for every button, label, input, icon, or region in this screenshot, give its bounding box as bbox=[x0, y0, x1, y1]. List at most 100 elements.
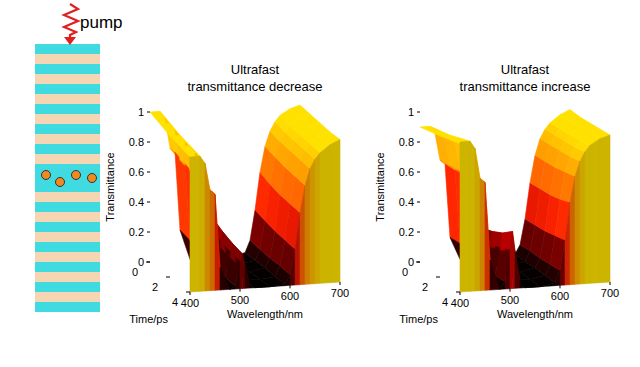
title-line: transmittance increase bbox=[460, 79, 591, 94]
t-tick-label: 4 bbox=[442, 296, 448, 308]
surface-front bbox=[500, 282, 505, 290]
y-tick-label: 1 bbox=[138, 106, 144, 118]
surface-front bbox=[190, 156, 200, 292]
y-tick-label: 0.4 bbox=[399, 196, 414, 208]
t-tick-label: 4 bbox=[172, 296, 178, 308]
t-tick bbox=[166, 277, 170, 278]
quantum-dot bbox=[88, 174, 97, 183]
y-tick bbox=[417, 202, 420, 203]
y-tick-label: 0.4 bbox=[129, 196, 144, 208]
surface-front bbox=[330, 140, 340, 283]
layer-high bbox=[35, 84, 100, 94]
y-tick bbox=[417, 172, 420, 173]
surface-front bbox=[243, 254, 246, 289]
x-axis-label: Wavelength/nm bbox=[497, 308, 573, 320]
layer-low bbox=[35, 292, 100, 302]
surface-front bbox=[230, 286, 235, 289]
layer-low bbox=[35, 272, 100, 282]
x-tick bbox=[560, 285, 561, 288]
surface-front bbox=[305, 169, 310, 285]
layer-low bbox=[35, 94, 100, 104]
surface-front bbox=[245, 266, 250, 289]
title-line: Ultrafast bbox=[231, 62, 280, 77]
title-line: Ultrafast bbox=[501, 62, 550, 77]
x-tick bbox=[460, 292, 461, 295]
defect-layer bbox=[35, 164, 100, 192]
x-tick-label: 500 bbox=[231, 294, 249, 306]
pump-label: pump bbox=[80, 13, 123, 32]
y-tick bbox=[417, 262, 420, 263]
t-axis-label: Time/ps bbox=[399, 313, 438, 325]
surface-front bbox=[513, 232, 516, 289]
surface-front bbox=[210, 190, 215, 291]
y-tick-label: 0.2 bbox=[129, 226, 144, 238]
y-tick-label: 0.6 bbox=[399, 166, 414, 178]
surface-front bbox=[520, 281, 525, 289]
figure: pump00.20.40.60.81024400500600700Wavelen… bbox=[0, 0, 640, 367]
x-tick-label: 700 bbox=[601, 287, 619, 299]
t-tick-label: 2 bbox=[422, 281, 428, 293]
t-tick bbox=[186, 292, 190, 293]
surface-front bbox=[250, 285, 255, 288]
x-tick-label: 700 bbox=[331, 287, 349, 299]
x-tick-label: 600 bbox=[281, 290, 299, 302]
surface-front bbox=[485, 182, 490, 290]
layer-low bbox=[35, 232, 100, 242]
y-tick bbox=[417, 232, 420, 233]
y-tick-label: 0.8 bbox=[399, 136, 414, 148]
quantum-dot bbox=[42, 171, 51, 180]
layer-high bbox=[35, 302, 100, 312]
quantum-dot bbox=[56, 178, 65, 187]
t-axis-label: Time/ps bbox=[129, 313, 168, 325]
layer-high bbox=[35, 222, 100, 232]
surface-front bbox=[270, 284, 285, 287]
layer-low bbox=[35, 134, 100, 144]
surface-front bbox=[575, 161, 580, 284]
t-tick-label: 0 bbox=[132, 266, 138, 278]
surface-front bbox=[315, 153, 320, 284]
y-tick bbox=[147, 262, 150, 263]
layer-high bbox=[35, 282, 100, 292]
surface-front bbox=[320, 145, 330, 284]
y-tick bbox=[417, 112, 420, 113]
pump-arrowhead bbox=[64, 37, 76, 45]
layer-high bbox=[35, 64, 100, 74]
layer-low bbox=[35, 252, 100, 262]
plot-area bbox=[420, 110, 610, 293]
surface-front bbox=[560, 240, 565, 285]
x-tick bbox=[610, 282, 611, 285]
surface-chart: 00.20.40.60.81024400500600700Wavelength/… bbox=[374, 62, 619, 325]
t-tick-label: 0 bbox=[402, 266, 408, 278]
layer-low bbox=[35, 114, 100, 124]
plot-area bbox=[150, 105, 340, 292]
surface-front bbox=[510, 232, 513, 289]
layer-high bbox=[35, 262, 100, 272]
surface-front bbox=[295, 213, 300, 285]
quantum-dot bbox=[72, 171, 81, 180]
title-line: transmittance decrease bbox=[187, 79, 322, 94]
y-tick bbox=[147, 232, 150, 233]
surface-front bbox=[515, 251, 520, 288]
surface-front bbox=[480, 178, 485, 291]
surface-chart: 00.20.40.60.81024400500600700Wavelength/… bbox=[104, 62, 349, 325]
surface-front bbox=[460, 141, 470, 292]
surface-front bbox=[220, 268, 230, 291]
surface-front bbox=[555, 270, 560, 285]
layer-high bbox=[35, 104, 100, 114]
surface-front bbox=[300, 185, 305, 284]
y-tick-label: 0.2 bbox=[399, 226, 414, 238]
layer-low bbox=[35, 74, 100, 84]
surface-front bbox=[570, 176, 575, 284]
surface-front bbox=[580, 152, 585, 284]
layer-low bbox=[35, 154, 100, 164]
t-tick bbox=[456, 292, 460, 293]
x-axis-label: Wavelength/nm bbox=[227, 308, 303, 320]
y-tick bbox=[147, 202, 150, 203]
x-tick-label: 400 bbox=[451, 297, 469, 309]
surface-front bbox=[600, 135, 610, 283]
x-tick bbox=[510, 289, 511, 292]
surface-front bbox=[240, 254, 243, 289]
layer-high bbox=[35, 242, 100, 252]
layer-high bbox=[35, 44, 100, 54]
surface-front bbox=[290, 249, 295, 285]
